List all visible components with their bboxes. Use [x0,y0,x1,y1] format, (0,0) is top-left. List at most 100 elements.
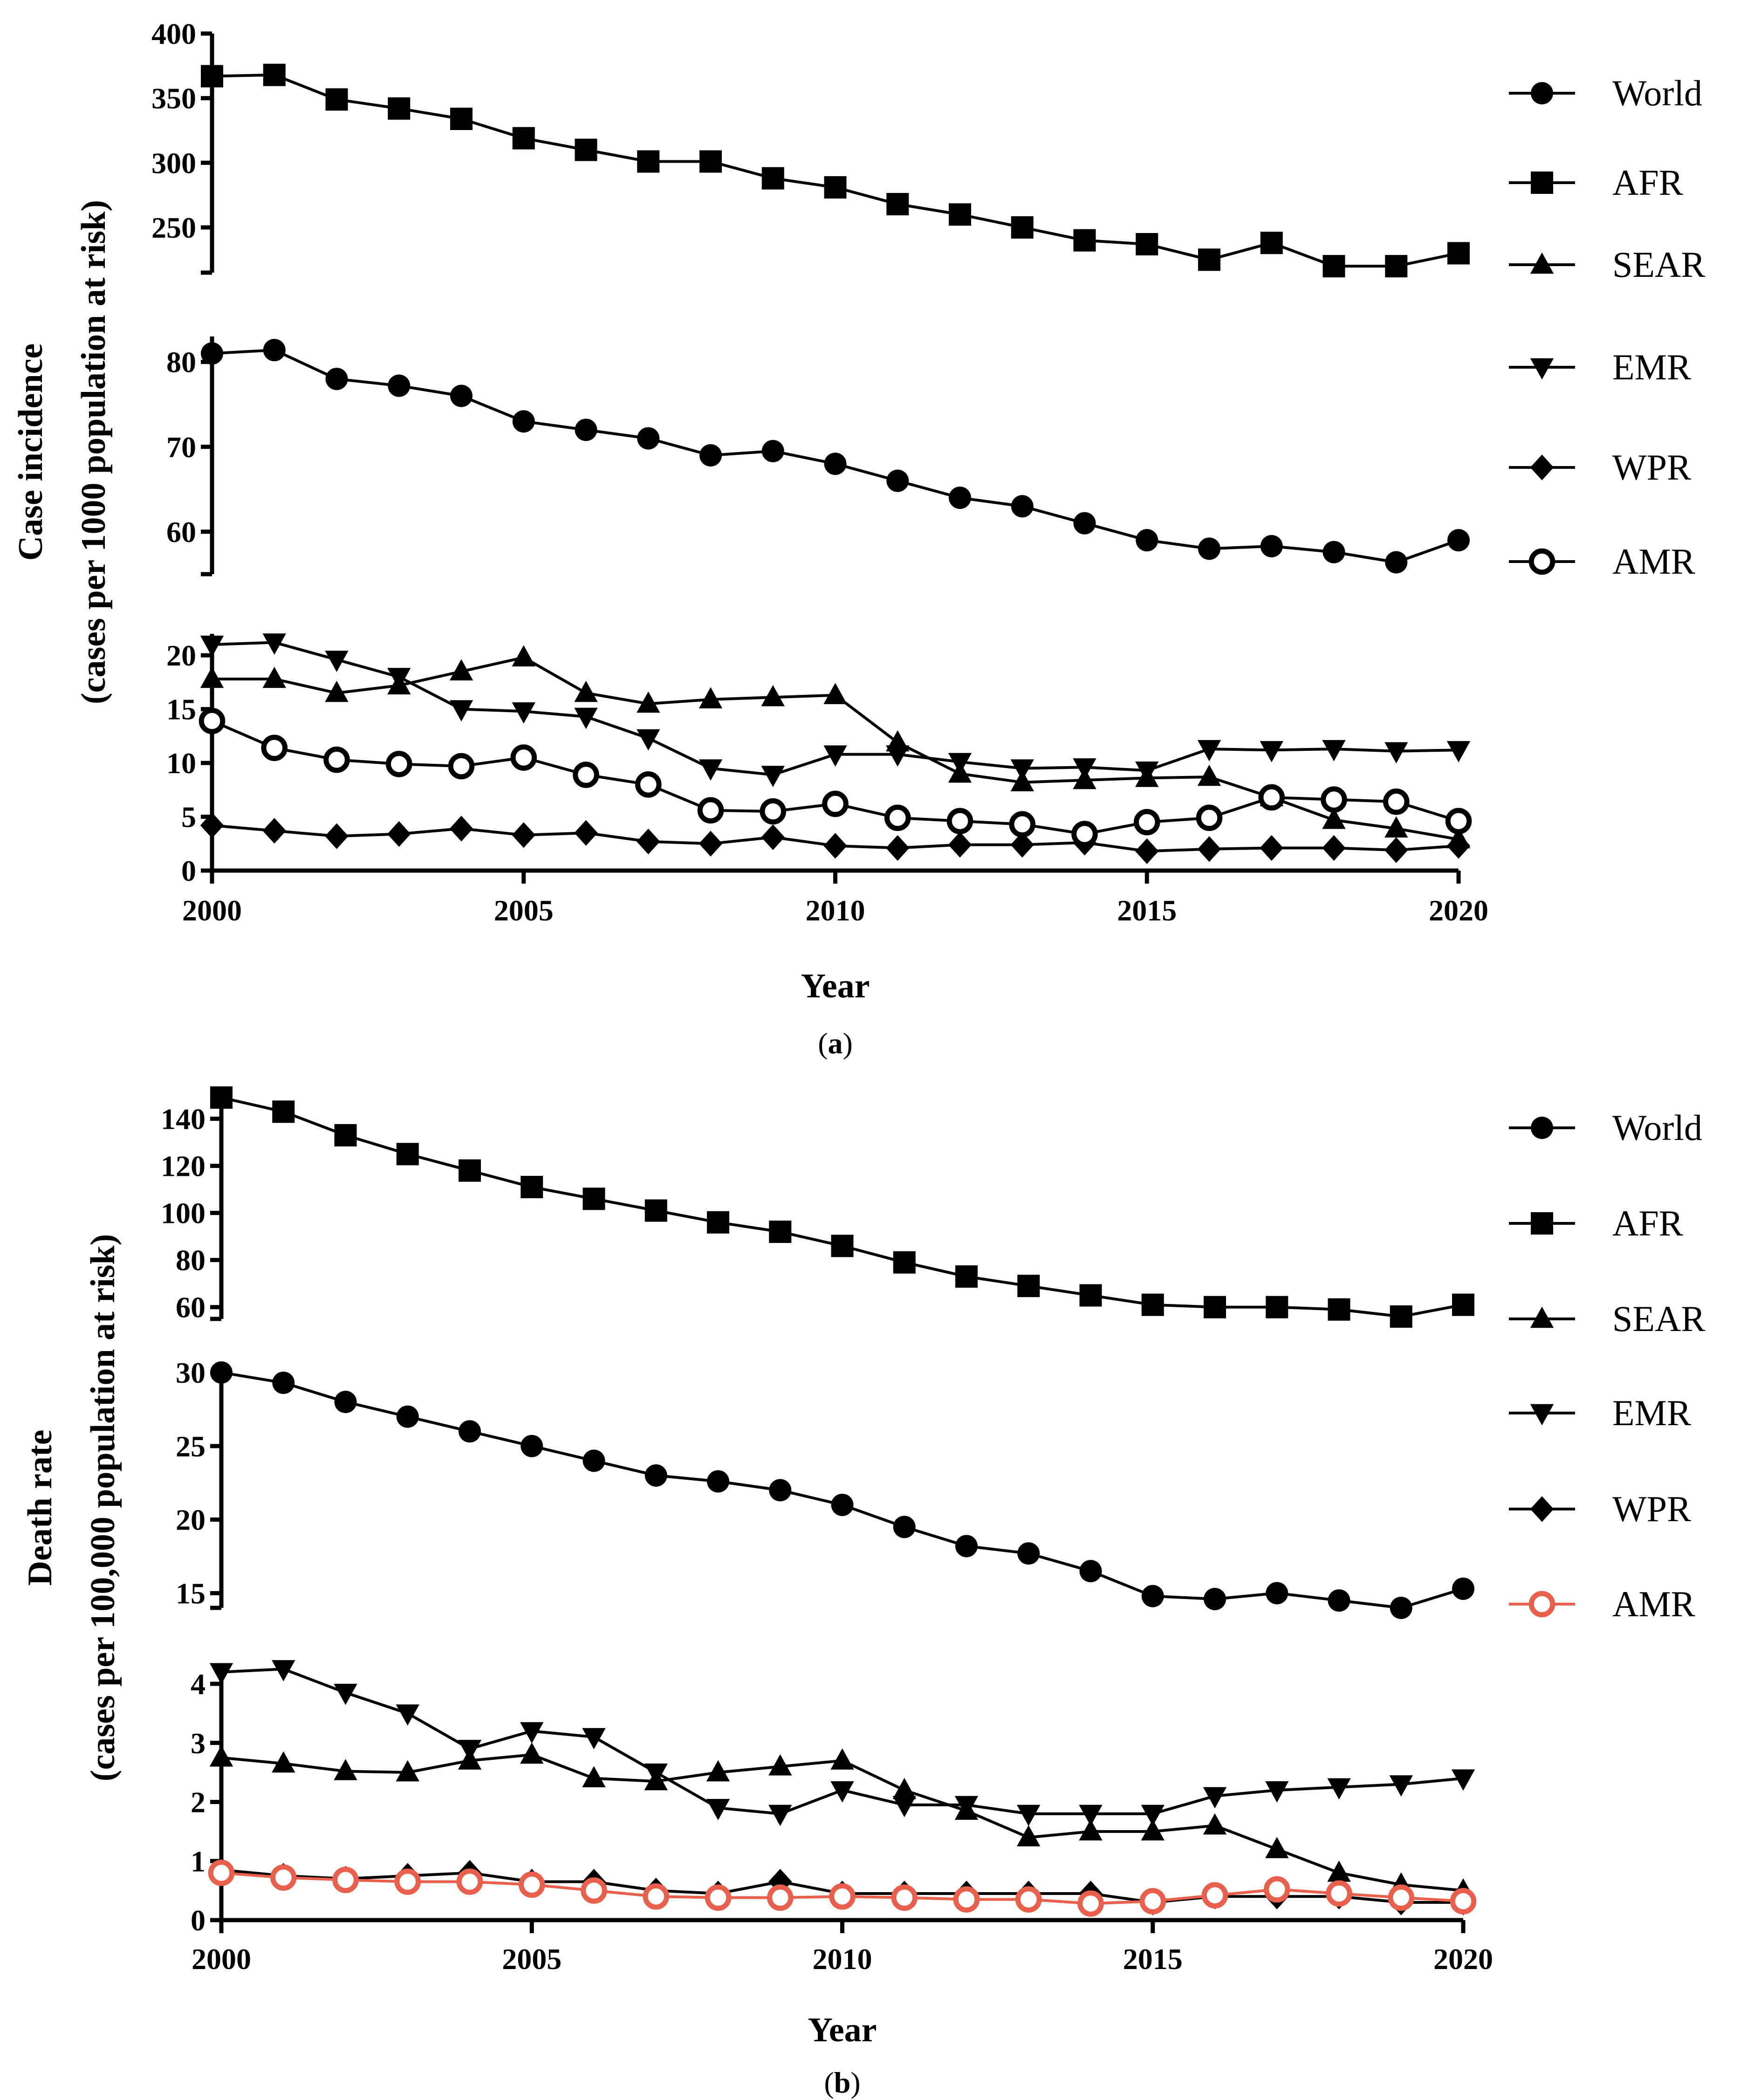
data-point-amr-2000 [199,707,226,734]
data-point-sear-2013 [1010,770,1034,791]
data-point-world-2001 [263,339,286,362]
data-point-wpr-2018 [1322,835,1346,861]
legend-label-wpr: WPR [1612,447,1691,487]
data-point-sear-2003 [396,1760,419,1782]
y-tick-label: 60 [176,1291,206,1324]
data-point-wpr-2002 [325,823,349,849]
y-tick-label: 140 [161,1103,206,1136]
data-point-world-2020 [1447,529,1470,552]
data-point-amr-2004 [448,753,475,780]
data-point-wpr-2020 [1446,833,1471,859]
data-point-afr-2014 [1079,1284,1102,1307]
data-point-wpr-2019 [1384,837,1408,863]
y-axis-subtitle: (cases per 100,000 population at risk) [84,1234,122,1781]
data-point-afr-2000 [201,65,223,88]
y-axis-title: Case incidence [12,343,50,561]
data-point-sear-2018 [1327,1860,1351,1882]
x-tick-label: 2010 [813,1942,872,1976]
data-point-afr-2011 [893,1251,916,1274]
data-point-world-2017 [1266,1582,1288,1605]
y-tick-label: 3 [191,1727,206,1760]
data-point-amr-2015 [1133,809,1160,836]
data-point-emr-2003 [396,1704,419,1726]
data-point-emr-2012 [954,1796,979,1818]
data-point-afr-2001 [272,1100,295,1123]
data-point-amr-2017 [1263,1876,1290,1903]
data-point-afr-2019 [1385,255,1408,278]
data-point-sear-2016 [1197,764,1221,786]
data-point-emr-2013 [1017,1805,1041,1826]
data-point-afr-2008 [699,150,722,173]
y-tick-label: 1 [191,1845,206,1878]
data-point-afr-2002 [325,88,348,111]
data-point-sear-2019 [1384,816,1408,838]
data-point-world-2015 [1141,1585,1164,1607]
data-point-amr-2003 [385,751,412,777]
data-point-wpr-2011 [886,835,910,861]
data-point-amr-2012 [946,808,973,835]
data-point-world-2013 [1017,1542,1040,1565]
data-point-afr-2009 [769,1221,792,1243]
legend-marker-emr [1530,1404,1554,1426]
data-point-afr-2002 [334,1124,357,1146]
data-point-emr-2014 [1073,758,1096,780]
y-tick-label: 300 [151,146,196,179]
data-point-emr-2008 [706,1798,730,1820]
data-point-afr-2019 [1390,1305,1412,1328]
data-point-world-2011 [893,1516,916,1538]
data-point-world-2009 [769,1479,792,1502]
data-point-afr-2012 [955,1265,978,1288]
data-point-world-2000 [201,342,223,365]
legend-label-emr: EMR [1612,1393,1691,1433]
data-point-sear-2010 [823,683,847,704]
data-point-amr-2011 [884,804,911,831]
data-point-amr-2011 [891,1884,918,1911]
data-point-world-2007 [637,427,660,450]
data-point-world-2003 [396,1405,419,1428]
x-tick-label: 2015 [1117,894,1177,927]
y-axis-subtitle: (cases per 1000 population at risk) [75,200,113,704]
legend-label-wpr: WPR [1612,1489,1691,1529]
x-tick-label: 2000 [192,1942,251,1976]
y-tick-label: 70 [166,431,196,464]
data-point-sear-2005 [520,1742,544,1764]
data-point-emr-2012 [948,753,972,775]
legend-marker-emr [1530,358,1554,380]
data-point-world-2008 [699,444,722,467]
data-point-sear-2018 [1322,808,1346,829]
y-tick-label: 0 [191,1904,206,1937]
data-point-world-2018 [1322,541,1345,563]
data-point-emr-2001 [272,1660,295,1681]
legend-marker-world [1531,82,1553,104]
data-point-emr-2015 [1135,762,1159,783]
legend-marker-amr [1528,548,1555,575]
x-tick-label: 2005 [494,894,554,927]
data-point-afr-2007 [644,1199,667,1222]
y-tick-label: 15 [176,1577,206,1610]
data-point-amr-2017 [1258,784,1285,811]
data-point-amr-2002 [323,746,350,773]
data-point-emr-2000 [200,635,224,657]
legend-label-sear: SEAR [1612,244,1705,285]
data-point-emr-2018 [1322,740,1346,762]
data-point-wpr-2008 [699,830,723,857]
y-tick-label: 100 [161,1197,206,1230]
data-point-sear-2002 [325,680,349,702]
data-point-amr-2015 [1139,1888,1166,1915]
data-point-wpr-2009 [761,824,785,851]
y-tick-label: 4 [191,1668,206,1701]
data-point-sear-2006 [574,680,598,702]
data-point-amr-2020 [1450,1888,1477,1915]
data-point-sear-2004 [449,659,473,681]
data-point-amr-2008 [705,1884,732,1911]
data-point-wpr-2007 [637,829,660,855]
data-point-afr-2007 [637,150,660,173]
legend-label-emr: EMR [1612,347,1691,387]
data-point-amr-2002 [332,1867,359,1894]
data-point-emr-2011 [886,745,910,767]
data-point-wpr-2013 [1010,831,1034,858]
data-point-emr-2020 [1446,741,1471,762]
legend-label-amr: AMR [1612,541,1695,582]
data-point-sear-2001 [262,666,286,688]
data-point-afr-2011 [886,193,909,216]
